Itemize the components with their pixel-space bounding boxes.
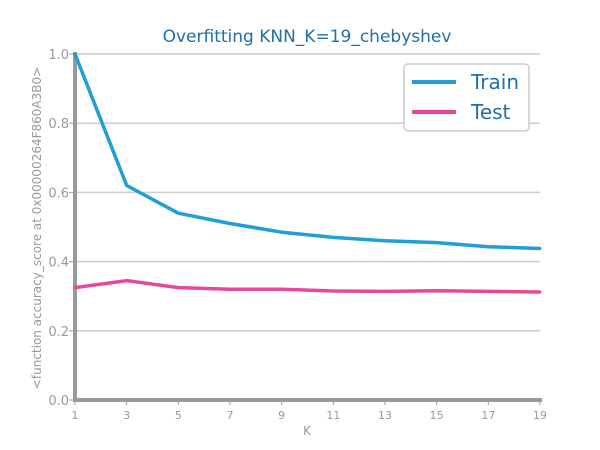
- data-point-train: [486, 245, 490, 249]
- y-tick-label: 0.4: [48, 256, 69, 271]
- x-tick-label: 1: [72, 409, 79, 422]
- data-point-test: [280, 287, 284, 291]
- data-point-test: [73, 286, 77, 290]
- x-tick-label: 15: [430, 409, 444, 422]
- legend-label-test: Test: [470, 100, 511, 124]
- data-point-train: [73, 52, 77, 56]
- x-tick-label: 7: [227, 409, 234, 422]
- data-point-train: [176, 211, 180, 215]
- y-tick-label: 0.0: [48, 394, 69, 409]
- y-axis-label: <function accuracy_score at 0x00000264F8…: [30, 67, 44, 389]
- data-point-train: [435, 241, 439, 245]
- y-ticks: 0.0 0.2 0.4 0.6 0.8 1.0: [48, 48, 75, 409]
- data-point-train: [383, 239, 387, 243]
- data-point-test: [176, 286, 180, 290]
- y-tick-label: 0.8: [48, 117, 69, 132]
- data-point-test: [486, 289, 490, 293]
- y-tick-label: 0.6: [48, 186, 69, 201]
- data-point-test: [228, 287, 232, 291]
- y-tick-label: 1.0: [48, 48, 69, 63]
- data-point-train: [280, 230, 284, 234]
- data-point-test: [383, 289, 387, 293]
- data-point-test: [435, 289, 439, 293]
- data-point-test: [538, 290, 542, 294]
- data-point-test: [331, 289, 335, 293]
- x-tick-label: 19: [533, 409, 547, 422]
- data-point-train: [125, 183, 129, 187]
- y-tick-label: 0.2: [48, 325, 69, 340]
- series-group: [73, 52, 542, 294]
- chart-title: Overfitting KNN_K=19_chebyshev: [163, 27, 452, 47]
- data-point-train: [538, 246, 542, 250]
- legend-label-train: Train: [470, 70, 519, 94]
- series-line-test: [74, 278, 541, 294]
- x-tick-label: 17: [481, 409, 495, 422]
- x-tick-label: 13: [378, 409, 392, 422]
- axes: [73, 52, 542, 402]
- x-tick-label: 5: [175, 409, 182, 422]
- x-ticks: 1 3 5 7 9 11 13 15 17 19: [72, 400, 547, 422]
- data-point-test: [125, 279, 129, 283]
- series-line-train: [73, 53, 541, 251]
- x-tick-label: 3: [123, 409, 130, 422]
- x-tick-label: 11: [326, 409, 340, 422]
- legend: Train Test: [403, 63, 530, 132]
- x-tick-label: 9: [278, 409, 285, 422]
- x-axis-label: K: [303, 424, 312, 438]
- data-point-train: [228, 222, 232, 226]
- data-point-train: [331, 235, 335, 239]
